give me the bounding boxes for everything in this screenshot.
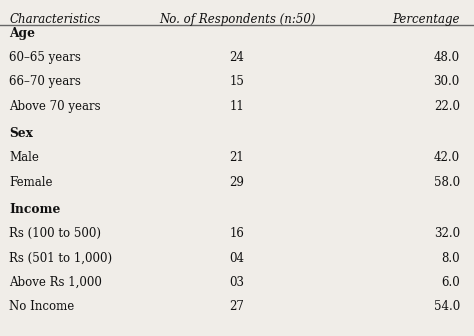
Text: 8.0: 8.0 xyxy=(441,252,460,264)
Text: Rs (501 to 1,000): Rs (501 to 1,000) xyxy=(9,252,113,264)
Text: 21: 21 xyxy=(229,152,245,164)
Text: Male: Male xyxy=(9,152,39,164)
Text: Rs (100 to 500): Rs (100 to 500) xyxy=(9,227,101,240)
Text: Percentage: Percentage xyxy=(392,13,460,26)
Text: 58.0: 58.0 xyxy=(434,176,460,188)
Text: 04: 04 xyxy=(229,252,245,264)
Text: 30.0: 30.0 xyxy=(434,76,460,88)
Text: Sex: Sex xyxy=(9,127,33,140)
Text: 32.0: 32.0 xyxy=(434,227,460,240)
Text: 48.0: 48.0 xyxy=(434,51,460,64)
Text: 24: 24 xyxy=(229,51,245,64)
Text: Above Rs 1,000: Above Rs 1,000 xyxy=(9,276,102,289)
Text: 54.0: 54.0 xyxy=(434,300,460,313)
Text: 6.0: 6.0 xyxy=(441,276,460,289)
Text: 16: 16 xyxy=(229,227,245,240)
Text: Characteristics: Characteristics xyxy=(9,13,100,26)
Text: 22.0: 22.0 xyxy=(434,100,460,113)
Text: Income: Income xyxy=(9,203,61,216)
Text: 27: 27 xyxy=(229,300,245,313)
Text: No. of Respondents (n:50): No. of Respondents (n:50) xyxy=(159,13,315,26)
Text: Above 70 years: Above 70 years xyxy=(9,100,101,113)
Text: 15: 15 xyxy=(229,76,245,88)
Text: 03: 03 xyxy=(229,276,245,289)
Text: No Income: No Income xyxy=(9,300,75,313)
Text: 42.0: 42.0 xyxy=(434,152,460,164)
Text: Age: Age xyxy=(9,27,36,40)
Text: 60–65 years: 60–65 years xyxy=(9,51,82,64)
Text: Female: Female xyxy=(9,176,53,188)
Text: 29: 29 xyxy=(229,176,245,188)
Text: 66–70 years: 66–70 years xyxy=(9,76,82,88)
Text: 11: 11 xyxy=(229,100,245,113)
